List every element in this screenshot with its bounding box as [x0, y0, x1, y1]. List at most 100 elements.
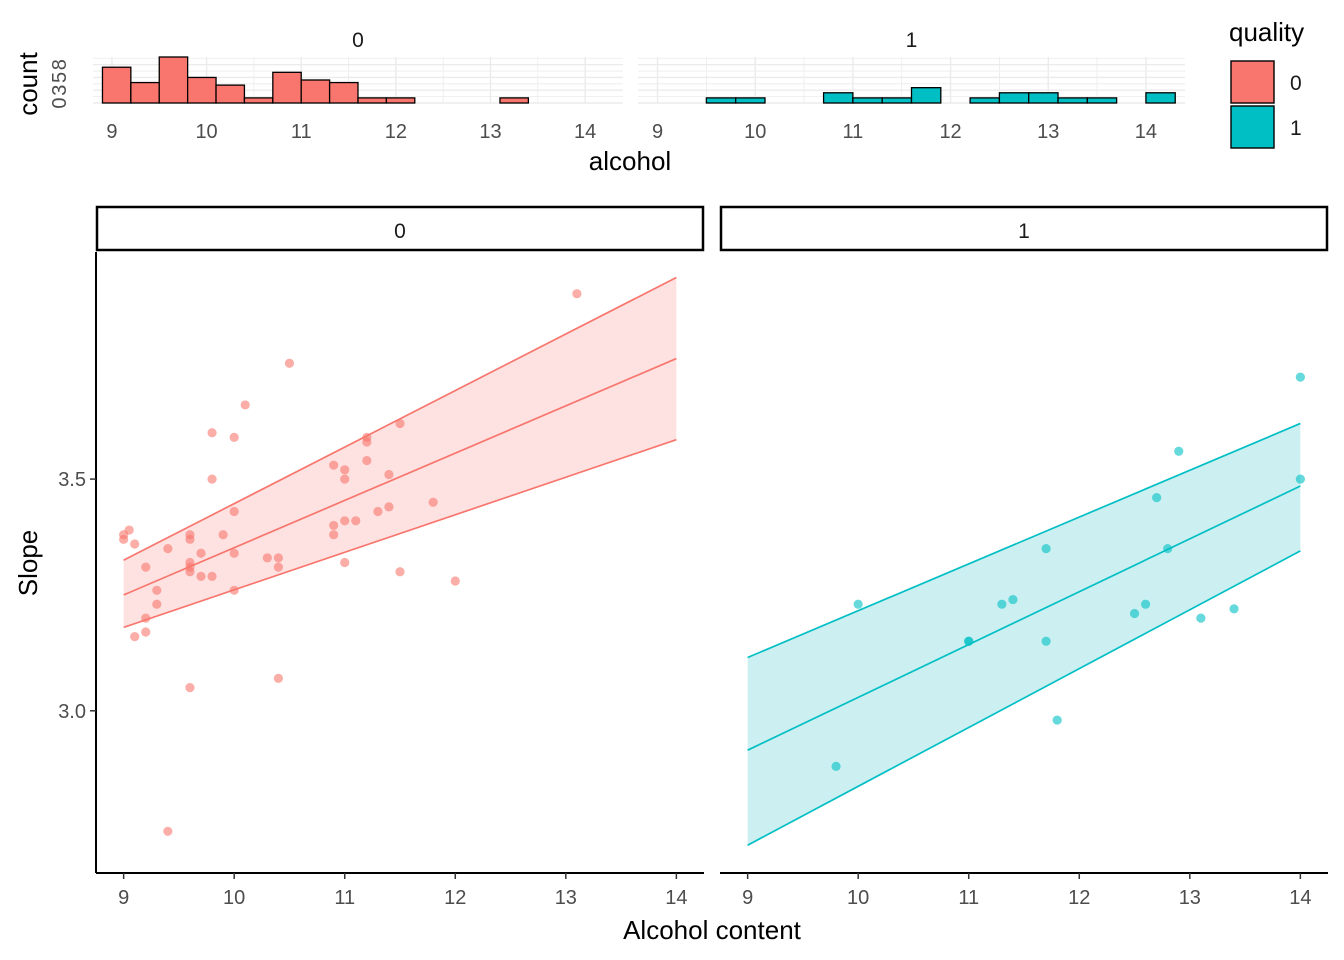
data-point [207, 474, 217, 484]
data-point [1152, 493, 1162, 503]
data-point [384, 502, 394, 512]
data-point [340, 465, 350, 475]
histogram-y-tick-label: 0 [49, 97, 71, 108]
data-point [853, 599, 863, 609]
data-point [229, 548, 239, 558]
data-point [273, 562, 283, 572]
histogram-y-tick-label: 5 [49, 72, 71, 83]
histogram-y-tick-label: 3 [49, 85, 71, 96]
fit-line [123, 357, 677, 596]
histogram-bar [998, 92, 1030, 104]
x-tick-label: 10 [847, 887, 869, 909]
scatter-strip-label-0: 0 [394, 220, 406, 243]
y-tick-label: 3.5 [58, 469, 86, 491]
data-point [831, 761, 841, 772]
histogram-bar [1028, 92, 1059, 104]
histogram-x-tick-label: 11 [843, 121, 864, 143]
histogram-bar [357, 97, 388, 104]
data-point [384, 469, 394, 480]
histogram-bar [130, 81, 160, 104]
data-point [141, 613, 151, 623]
data-point [373, 506, 383, 517]
lower-bound-line [747, 550, 1301, 846]
data-point [1041, 543, 1051, 554]
histogram-bar [705, 97, 737, 104]
histogram-bar [215, 84, 246, 104]
data-point [124, 525, 134, 535]
data-point [196, 571, 206, 582]
x-tick-label: 13 [555, 887, 577, 909]
fit-line [747, 485, 1301, 751]
histogram-x-tick-label: 10 [744, 121, 766, 143]
data-point [130, 539, 140, 549]
scatter-strip-1 [719, 205, 1329, 252]
x-tick-label: 13 [1179, 887, 1201, 909]
histogram-bar [243, 97, 274, 104]
legend: quality 0 1 [1229, 17, 1304, 149]
histogram-y-tick-label: 8 [49, 59, 71, 70]
data-point [207, 428, 217, 438]
confidence-band [747, 423, 1301, 846]
data-point [141, 562, 151, 572]
histogram-x-tick-label: 11 [291, 121, 312, 143]
data-point [163, 826, 173, 836]
histogram-bar [822, 92, 854, 104]
histogram-x-axis-title: alcohol [589, 146, 671, 176]
data-point [240, 400, 250, 410]
data-point [1295, 372, 1305, 382]
x-tick-label: 14 [1289, 887, 1311, 909]
histogram-panel-1: 1 9 10 11 12 13 14 [638, 29, 1185, 143]
legend-key-0 [1230, 60, 1275, 104]
histogram-bar [1145, 92, 1176, 104]
upper-bound-line [123, 276, 677, 561]
histogram-bar [1057, 97, 1088, 104]
histogram-bar [969, 97, 1001, 104]
histogram-bar [272, 71, 302, 104]
histogram-y-axis-title: count [13, 51, 43, 115]
data-point [1229, 604, 1239, 614]
x-tick-label: 9 [118, 887, 129, 909]
x-tick-label: 11 [334, 887, 355, 909]
data-point [1008, 594, 1018, 605]
histogram-x-tick-label: 13 [479, 121, 501, 143]
data-point [362, 437, 372, 447]
histogram-x-tick-label: 9 [106, 121, 117, 143]
data-point [1129, 608, 1140, 619]
histogram-strip-label-0: 0 [352, 29, 364, 52]
data-point [185, 534, 195, 544]
data-point [450, 576, 460, 586]
data-point [229, 506, 239, 517]
scatter-panel-1: 1 9 10 11 12 13 14 [719, 205, 1329, 909]
histogram-x-tick-label: 12 [385, 121, 407, 143]
data-point [340, 516, 350, 526]
histogram-bar [186, 76, 217, 104]
x-tick-label: 9 [742, 887, 753, 909]
scatter-x-axis-title: Alcohol content [623, 915, 802, 945]
data-point [1041, 636, 1051, 646]
histogram-bar [910, 87, 942, 104]
histogram-bar [158, 56, 189, 104]
data-point [229, 585, 239, 595]
histogram-bar [735, 97, 766, 104]
data-point [218, 530, 228, 540]
data-point [964, 636, 974, 646]
x-tick-label: 12 [1068, 887, 1090, 909]
data-point [130, 632, 140, 642]
data-point [572, 289, 582, 299]
histogram-strip-label-1: 1 [906, 29, 918, 52]
data-point [207, 571, 217, 582]
x-tick-label: 10 [223, 887, 245, 909]
histogram-bar [328, 81, 359, 104]
lower-bound-line [123, 438, 677, 629]
data-point [340, 474, 350, 484]
histogram-x-tick-label: 12 [939, 121, 961, 143]
scatter-strip-label-1: 1 [1018, 220, 1030, 243]
histogram-x-tick-label: 13 [1037, 121, 1059, 143]
data-point [152, 585, 162, 595]
data-point [1196, 613, 1206, 623]
histogram-x-tick-label: 10 [195, 121, 217, 143]
x-tick-label: 12 [444, 887, 466, 909]
histogram-bar [385, 97, 416, 104]
